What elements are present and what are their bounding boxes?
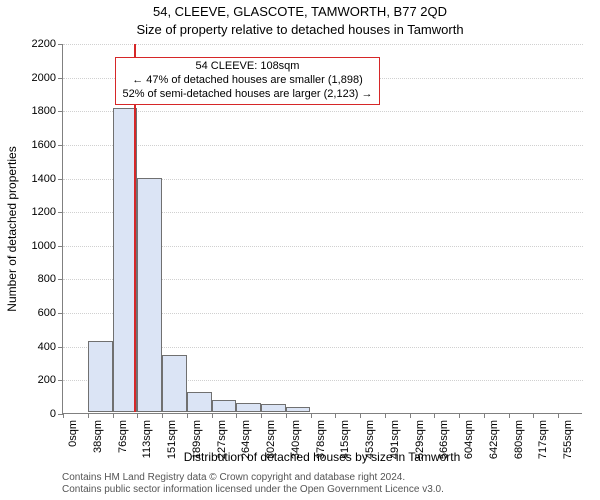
- x-tick: [113, 413, 114, 418]
- y-tick: [58, 111, 63, 112]
- x-axis-title: Distribution of detached houses by size …: [62, 450, 582, 464]
- x-tick: [533, 413, 534, 418]
- histogram-bar: [162, 355, 187, 412]
- histogram-bar: [236, 403, 261, 412]
- y-tick: [58, 44, 63, 45]
- annotation-line: 54 CLEEVE: 108sqm: [122, 60, 372, 74]
- x-tick-label: 76sqm: [117, 420, 129, 453]
- x-tick: [360, 413, 361, 418]
- x-tick: [137, 413, 138, 418]
- y-tick: [58, 179, 63, 180]
- y-tick-label: 600: [16, 307, 56, 319]
- x-tick: [335, 413, 336, 418]
- x-tick: [286, 413, 287, 418]
- footer-line-1: Contains HM Land Registry data © Crown c…: [62, 472, 444, 484]
- y-axis-title: Number of detached properties: [5, 146, 19, 311]
- y-tick-label: 1600: [16, 139, 56, 151]
- x-tick: [88, 413, 89, 418]
- attribution-footer: Contains HM Land Registry data © Crown c…: [62, 472, 444, 496]
- figure-title-line1: 54, CLEEVE, GLASCOTE, TAMWORTH, B77 2QD: [0, 4, 600, 19]
- gridline: [63, 44, 583, 45]
- x-tick: [236, 413, 237, 418]
- histogram-bar: [286, 407, 311, 412]
- y-tick: [58, 145, 63, 146]
- y-tick-label: 1200: [16, 206, 56, 218]
- histogram-bar: [261, 404, 286, 412]
- x-tick: [63, 413, 64, 418]
- x-tick: [212, 413, 213, 418]
- y-tick: [58, 313, 63, 314]
- annotation-line: ← 47% of detached houses are smaller (1,…: [122, 74, 372, 88]
- x-tick: [311, 413, 312, 418]
- y-tick: [58, 78, 63, 79]
- gridline: [63, 111, 583, 112]
- footer-line-2: Contains public sector information licen…: [62, 484, 444, 496]
- x-tick: [558, 413, 559, 418]
- y-tick: [58, 380, 63, 381]
- y-tick: [58, 246, 63, 247]
- y-tick-label: 0: [16, 408, 56, 420]
- y-tick: [58, 212, 63, 213]
- x-tick: [162, 413, 163, 418]
- x-tick: [459, 413, 460, 418]
- annotation-line: 52% of semi-detached houses are larger (…: [122, 88, 372, 102]
- x-tick: [434, 413, 435, 418]
- y-tick-label: 800: [16, 273, 56, 285]
- x-tick-label: 38sqm: [92, 420, 104, 453]
- y-tick: [58, 279, 63, 280]
- figure: 54, CLEEVE, GLASCOTE, TAMWORTH, B77 2QD …: [0, 0, 600, 500]
- annotation-box: 54 CLEEVE: 108sqm← 47% of detached house…: [115, 57, 379, 104]
- x-tick-label: 0sqm: [67, 420, 79, 447]
- gridline: [63, 145, 583, 146]
- y-tick-label: 1800: [16, 105, 56, 117]
- x-tick: [385, 413, 386, 418]
- chart-area: Number of detached properties 0200400600…: [62, 44, 582, 414]
- histogram-bar: [187, 392, 212, 412]
- figure-title-line2: Size of property relative to detached ho…: [0, 22, 600, 37]
- x-tick: [509, 413, 510, 418]
- y-tick-label: 1400: [16, 173, 56, 185]
- x-tick: [261, 413, 262, 418]
- y-tick-label: 1000: [16, 240, 56, 252]
- y-tick-label: 2000: [16, 72, 56, 84]
- x-tick: [484, 413, 485, 418]
- x-tick: [410, 413, 411, 418]
- y-tick-label: 400: [16, 341, 56, 353]
- y-tick-label: 200: [16, 374, 56, 386]
- y-tick: [58, 347, 63, 348]
- histogram-bar: [88, 341, 113, 412]
- y-tick-label: 2200: [16, 38, 56, 50]
- x-tick: [187, 413, 188, 418]
- histogram-bar: [212, 400, 237, 412]
- histogram-bar: [137, 178, 162, 412]
- plot-area: 0200400600800100012001400160018002000220…: [62, 44, 582, 414]
